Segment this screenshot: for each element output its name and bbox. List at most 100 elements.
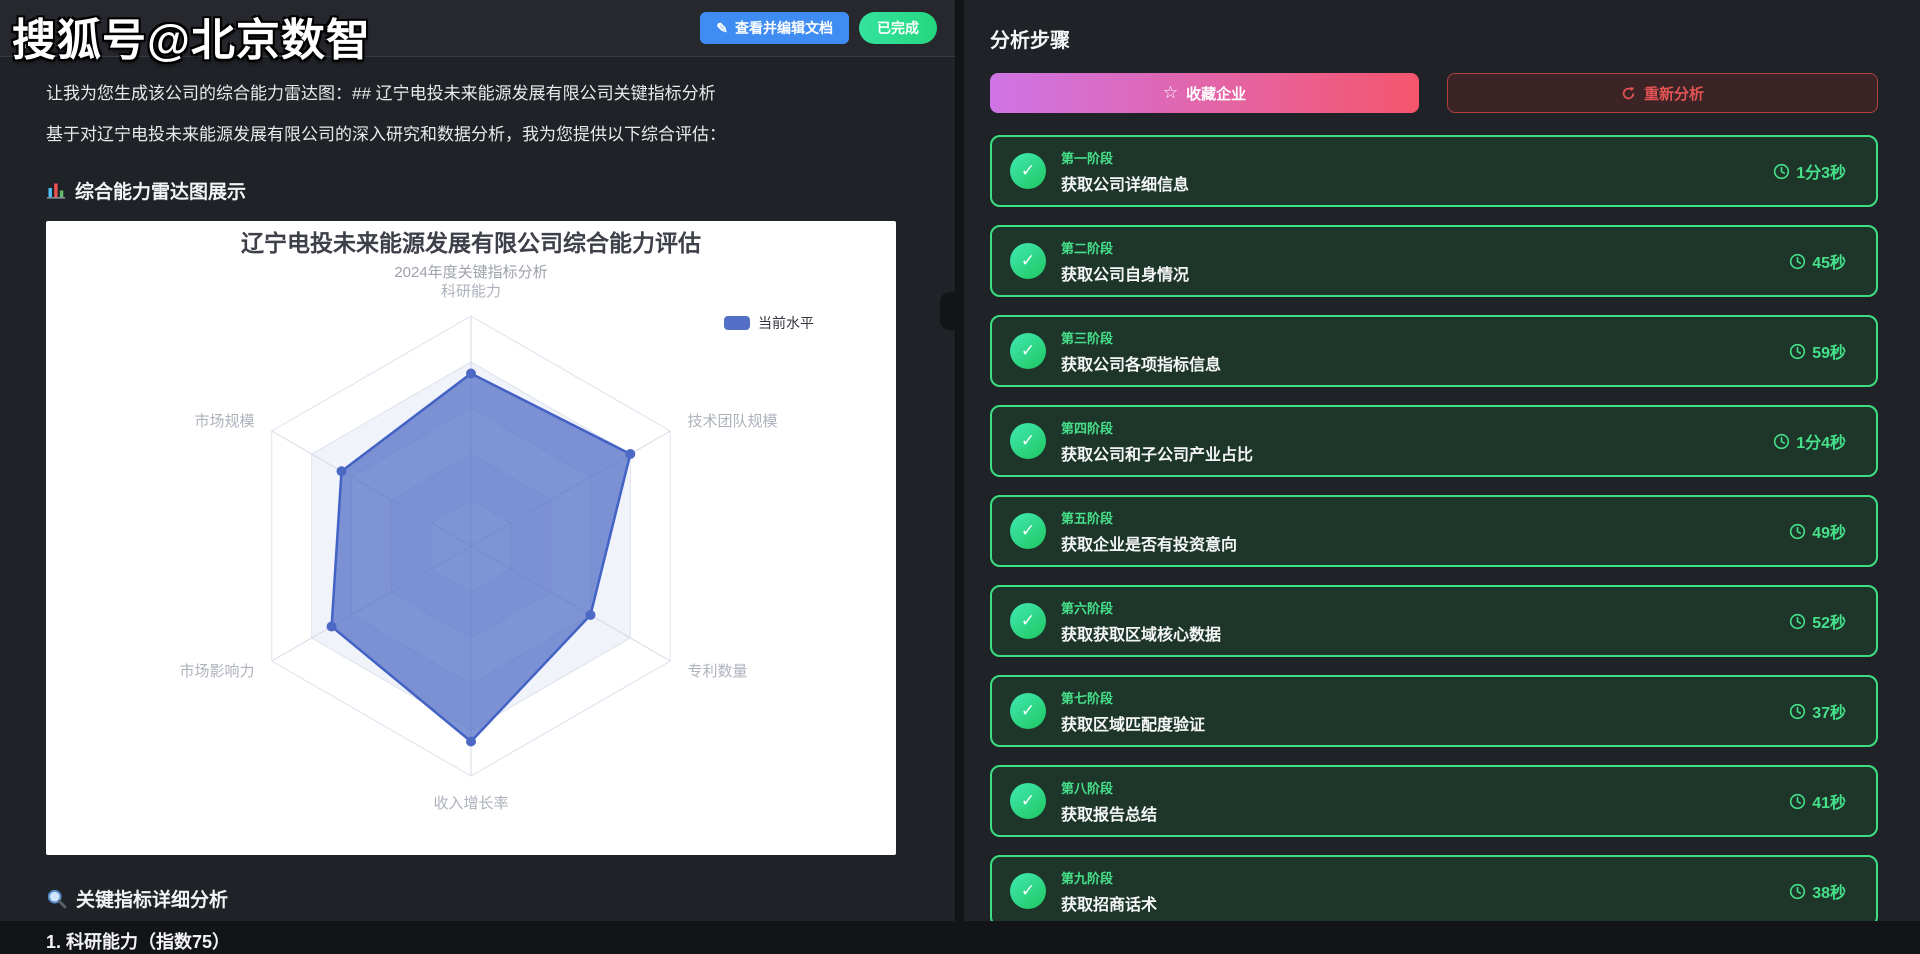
radar-section-heading: 综合能力雷达图展示 — [46, 177, 909, 204]
step-stage-label: 第六阶段 — [1061, 600, 1114, 616]
check-icon: ✓ — [1010, 243, 1046, 279]
step-stage-label: 第三阶段 — [1061, 330, 1114, 346]
step-stage-label: 第五阶段 — [1061, 510, 1114, 526]
step-description: 获取公司各项指标信息 — [1061, 356, 1222, 374]
step-description: 获取公司和子公司产业占比 — [1061, 446, 1254, 464]
clock-icon — [1790, 253, 1806, 269]
radar-chart-card: 科研能力技术团队规模 专利数量收入增长率 市场影响力 市场规模 辽宁电投未来能源发展有限… — [46, 220, 896, 855]
favorite-company-button[interactable]: ☆ 收藏企业 — [990, 73, 1419, 113]
svg-text:当前水平: 当前水平 — [758, 315, 814, 331]
check-icon: ✓ — [1010, 693, 1046, 729]
refresh-icon — [1622, 86, 1635, 99]
step-description: 获取报告总结 — [1061, 806, 1158, 824]
svg-text:收入增长率: 收入增长率 — [433, 795, 508, 812]
step-card: ✓ 第四阶段 获取公司和子公司产业占比 1分4秒 — [990, 405, 1878, 477]
step-stage-label: 第四阶段 — [1061, 420, 1114, 436]
clock-icon — [1790, 883, 1806, 899]
bar-chart-icon — [47, 183, 65, 199]
svg-text:专利数量: 专利数量 — [688, 663, 748, 680]
step-texts: 第六阶段 获取获取区域核心数据 — [1061, 598, 1221, 645]
svg-text:市场规模: 市场规模 — [194, 413, 254, 430]
step-card: ✓ 第五阶段 获取企业是否有投资意向 49秒 — [990, 495, 1878, 567]
doc-line-1: 让我为您生成该公司的综合能力雷达图：## 辽宁电投未来能源发展有限公司关键指标分… — [46, 84, 716, 103]
star-icon: ☆ — [1162, 83, 1179, 102]
check-icon: ✓ — [1010, 603, 1046, 639]
analysis-steps-panel: 分析步骤 ☆ 收藏企业 重新分析 ✓ 第一阶段 获取公司详细信息 1分3秒 — [964, 0, 1920, 921]
check-icon: ✓ — [1010, 513, 1046, 549]
check-icon: ✓ — [1010, 783, 1046, 819]
step-texts: 第四阶段 获取公司和子公司产业占比 — [1061, 418, 1253, 465]
step-description: 获取区域匹配度验证 — [1061, 716, 1206, 734]
svg-text:2024年度关键指标分析: 2024年度关键指标分析 — [394, 264, 547, 281]
step-texts: 第八阶段 获取报告总结 — [1061, 778, 1157, 825]
svg-text:辽宁电投未来能源发展有限公司综合能力评估: 辽宁电投未来能源发展有限公司综合能力评估 — [241, 230, 701, 256]
step-description: 获取招商话术 — [1061, 896, 1158, 914]
doc-line-2: 基于对辽宁电投未来能源发展有限公司的深入研究和数据分析，我为您提供以下综合评估： — [46, 124, 726, 144]
detail-section-heading: 关键指标详细分析 — [46, 885, 909, 912]
panel-collapse-handle[interactable] — [940, 292, 956, 330]
clock-icon — [1790, 793, 1806, 809]
step-duration: 59秒 — [1789, 339, 1846, 363]
step-duration: 52秒 — [1789, 609, 1846, 633]
reanalyze-label: 重新分析 — [1643, 85, 1704, 103]
occluded-logo: A — [16, 22, 44, 64]
step-card: ✓ 第二阶段 获取公司自身情况 45秒 — [990, 225, 1878, 297]
step-duration: 45秒 — [1789, 249, 1846, 273]
step-texts: 第一阶段 获取公司详细信息 — [1061, 148, 1189, 195]
check-icon: ✓ — [1010, 423, 1046, 459]
step-stage-label: 第八阶段 — [1061, 780, 1114, 796]
check-icon: ✓ — [1010, 153, 1046, 189]
magnifier-icon — [47, 889, 67, 909]
clock-icon — [1790, 343, 1806, 359]
steps-panel-actions: ☆ 收藏企业 重新分析 — [990, 73, 1878, 113]
clock-icon — [1790, 613, 1806, 629]
step-texts: 第九阶段 获取招商话术 — [1061, 868, 1157, 915]
steps-panel-title: 分析步骤 — [990, 30, 1070, 52]
check-icon: ✓ — [1010, 873, 1046, 909]
step-duration: 38秒 — [1789, 879, 1846, 903]
svg-text:市场影响力: 市场影响力 — [179, 663, 254, 680]
svg-text:科研能力: 科研能力 — [441, 283, 501, 300]
step-card: ✓ 第九阶段 获取招商话术 38秒 — [990, 855, 1878, 921]
document-toolbar: ✎ 查看并编辑文档 已完成 — [0, 0, 955, 57]
step-stage-label: 第七阶段 — [1061, 690, 1114, 706]
step-card: ✓ 第六阶段 获取获取区域核心数据 52秒 — [990, 585, 1878, 657]
clock-icon — [1774, 433, 1790, 449]
step-duration: 37秒 — [1789, 699, 1846, 723]
svg-text:技术团队规模: 技术团队规模 — [688, 413, 778, 430]
step-duration: 1分3秒 — [1773, 159, 1846, 183]
steps-list: ✓ 第一阶段 获取公司详细信息 1分3秒 ✓ 第二阶段 获取公司自身情况 45秒 — [990, 135, 1878, 921]
step-card: ✓ 第八阶段 获取报告总结 41秒 — [990, 765, 1878, 837]
radar-section-title: 综合能力雷达图展示 — [75, 181, 247, 203]
step-texts: 第二阶段 获取公司自身情况 — [1061, 238, 1189, 285]
clock-icon — [1774, 163, 1790, 179]
clock-icon — [1790, 703, 1806, 719]
step-duration: 41秒 — [1789, 789, 1846, 813]
step-description: 获取公司详细信息 — [1061, 176, 1190, 194]
step-description: 获取获取区域核心数据 — [1061, 626, 1222, 644]
favorite-label: 收藏企业 — [1186, 85, 1247, 103]
watermark-text: 搜狐号@北京数智 — [12, 16, 371, 65]
detail-section-title: 关键指标详细分析 — [76, 889, 229, 911]
view-edit-label: 查看并编辑文档 — [735, 20, 833, 36]
step-card: ✓ 第一阶段 获取公司详细信息 1分3秒 — [990, 135, 1878, 207]
doc-cutoff-line: 1. 科研能力（指数75） — [46, 931, 231, 952]
step-stage-label: 第二阶段 — [1061, 240, 1114, 256]
step-stage-label: 第九阶段 — [1061, 870, 1114, 886]
step-texts: 第五阶段 获取企业是否有投资意向 — [1061, 508, 1237, 555]
view-edit-document-button[interactable]: ✎ 查看并编辑文档 — [700, 12, 849, 44]
pencil-icon: ✎ — [716, 19, 728, 36]
step-duration: 49秒 — [1789, 519, 1846, 543]
step-texts: 第七阶段 获取区域匹配度验证 — [1061, 688, 1205, 735]
step-description: 获取企业是否有投资意向 — [1061, 536, 1238, 554]
step-stage-label: 第一阶段 — [1061, 150, 1114, 166]
document-content: 让我为您生成该公司的综合能力雷达图：## 辽宁电投未来能源发展有限公司关键指标分… — [0, 83, 955, 954]
step-card: ✓ 第三阶段 获取公司各项指标信息 59秒 — [990, 315, 1878, 387]
step-description: 获取公司自身情况 — [1061, 266, 1190, 284]
document-panel: ✎ 查看并编辑文档 已完成 A 搜狐号@北京数智 让我为您生成该公司的综合能力雷… — [0, 0, 956, 952]
completed-status-button[interactable]: 已完成 — [859, 12, 937, 44]
step-card: ✓ 第七阶段 获取区域匹配度验证 37秒 — [990, 675, 1878, 747]
check-icon: ✓ — [1010, 333, 1046, 369]
reanalyze-button[interactable]: 重新分析 — [1447, 73, 1878, 113]
